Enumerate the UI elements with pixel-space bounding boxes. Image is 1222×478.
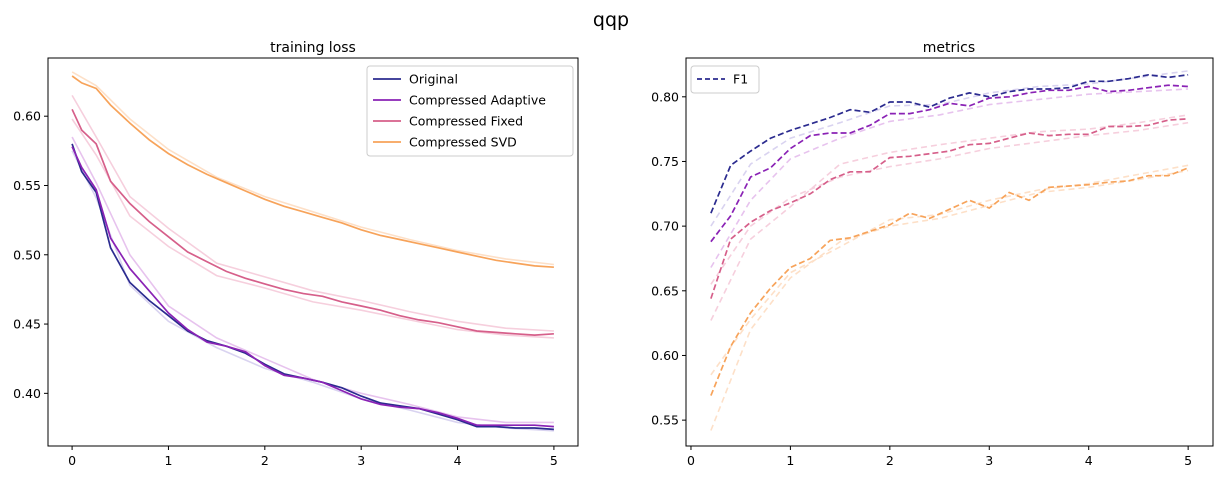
training-loss-series-line-2 [71,108,554,336]
training-loss-axes: 0 1 2 3 4 5 0.40 0.45 0.50 0.55 0.60 [13,57,579,468]
metrics-x-tick-label-0: 0 [687,453,695,468]
metrics-y-tick-label-2: 0.65 [651,283,679,298]
metrics-faint-run-0 [710,70,1189,227]
training-loss-legend-label-0: Original [409,72,458,87]
training-loss-x-tick-label-2: 2 [261,453,269,468]
metrics-y-tick-label-5: 0.80 [651,89,679,104]
training-loss-title: training loss [270,40,356,56]
training-loss-x-tick-label-4: 4 [454,453,462,468]
metrics-x-tick-label-5: 5 [1184,453,1192,468]
metrics-faint-run-4 [710,169,1189,431]
training-loss-series-line-1 [71,146,554,428]
training-loss-legend-box [366,65,574,157]
training-loss-y-tick-label-2: 0.50 [13,247,41,262]
metrics-legend-label-0: F1 [733,72,748,87]
training-loss-lines [71,75,554,431]
metrics-axes-frame [685,57,1214,447]
training-loss-legend-label-1: Compressed Adaptive [409,93,546,108]
metrics-title: metrics [923,40,975,56]
metrics-legend: F1 [690,65,760,94]
training-loss-series-line-3 [71,75,554,269]
metrics-axes: 0 1 2 3 4 5 0.55 0.60 0.65 0.70 0.75 0.80 [651,57,1214,468]
metrics-lines [710,73,1189,396]
training-loss-y-tick-label-4: 0.60 [13,109,41,124]
training-loss-faint-run-3 [71,118,554,339]
training-loss-series-line-0 [71,143,554,431]
metrics-x-tick-label-1: 1 [786,453,794,468]
training-loss-y-tick-label-0: 0.40 [13,386,41,401]
training-loss-x-tick-label-0: 0 [68,453,76,468]
metrics-x-tick-label-4: 4 [1085,453,1093,468]
training-loss-x-tick-label-5: 5 [550,453,558,468]
training-loss-legend: Original Compressed Adaptive Compressed Fi… [366,65,574,157]
training-loss-panel: training loss 0 1 2 3 4 5 0.40 0.45 0.50 0.55 0.60… [13,40,579,468]
training-loss-faint-run-2 [71,94,554,332]
metrics-series-line-3 [710,167,1189,396]
metrics-faint-run-1 [710,88,1189,268]
metrics-series-line-1 [710,84,1189,243]
figure-suptitle: qqp [593,9,629,31]
metrics-x-tick-label-2: 2 [886,453,894,468]
training-loss-y-tick-label-3: 0.55 [13,178,41,193]
metrics-series-line-2 [710,117,1189,299]
training-loss-axes-frame [47,57,579,447]
metrics-x-tick-label-3: 3 [985,453,993,468]
metrics-y-tick-label-0: 0.55 [651,413,679,428]
metrics-y-tick-label-3: 0.70 [651,219,679,234]
training-loss-x-tick-label-3: 3 [357,453,365,468]
metrics-panel: metrics 0 1 2 3 4 5 0.55 0.60 0.65 0.70 0.75 0.80 F… [651,40,1214,468]
metrics-y-tick-label-1: 0.60 [651,348,679,363]
metrics-faint-runs [710,70,1189,431]
training-loss-x-tick-label-1: 1 [164,453,172,468]
training-loss-faint-run-0 [71,136,554,424]
training-loss-faint-run-4 [71,71,554,266]
metrics-faint-run-5 [710,164,1189,376]
metrics-series-line-0 [710,73,1189,214]
metrics-y-tick-label-4: 0.75 [651,154,679,169]
training-loss-y-tick-label-1: 0.45 [13,317,41,332]
metrics-faint-run-3 [710,121,1189,285]
training-loss-legend-label-3: Compressed SVD [409,135,517,150]
training-loss-legend-label-2: Compressed Fixed [409,114,523,129]
metrics-faint-run-2 [710,114,1189,321]
